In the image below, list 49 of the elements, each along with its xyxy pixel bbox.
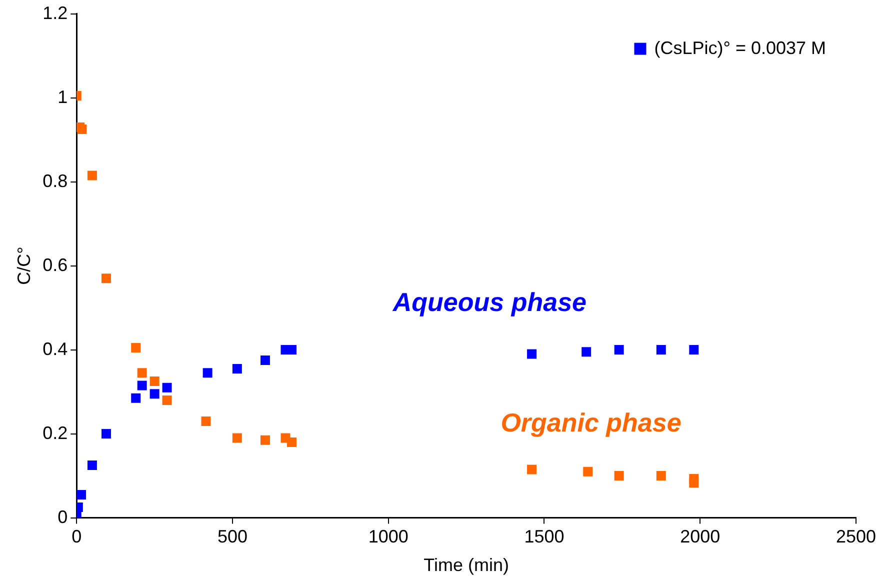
point — [202, 368, 212, 378]
point — [150, 389, 160, 399]
x-tick-label: 1500 — [524, 526, 564, 547]
point — [101, 274, 111, 284]
point — [76, 490, 86, 500]
legend-label: (CsLPic)° = 0.0037 M — [654, 38, 826, 58]
point — [286, 437, 296, 447]
annotation: Aqueous phase — [392, 286, 586, 317]
x-tick-label: 1000 — [368, 526, 408, 547]
x-axis-title: Time (min) — [424, 555, 509, 576]
point — [101, 429, 111, 439]
x-tick-label: 500 — [217, 526, 248, 547]
point — [260, 435, 270, 445]
point — [527, 349, 537, 359]
y-tick-label: 1 — [58, 86, 68, 107]
point — [583, 466, 593, 476]
point — [614, 471, 624, 481]
y-tick-label: 0.2 — [42, 422, 68, 443]
x-tick-label: 2500 — [836, 526, 876, 547]
y-tick-label: 1.2 — [42, 2, 68, 23]
point — [232, 364, 242, 374]
y-tick-label: 0.6 — [42, 254, 68, 275]
point — [131, 393, 141, 403]
y-axis-title: C/C° — [14, 246, 34, 285]
point — [201, 416, 211, 426]
point — [527, 464, 537, 474]
point — [137, 380, 147, 390]
point — [131, 342, 141, 352]
point — [137, 368, 147, 378]
point — [689, 345, 699, 355]
annotation: Organic phase — [500, 408, 682, 438]
point — [656, 471, 666, 481]
point — [87, 460, 97, 470]
point — [232, 433, 242, 443]
x-tick-label: 2000 — [680, 526, 720, 547]
point — [150, 376, 160, 386]
point — [77, 124, 87, 134]
y-tick-label: 0.4 — [42, 338, 68, 359]
point — [87, 170, 97, 180]
point — [614, 345, 624, 355]
point — [582, 347, 592, 357]
y-tick-label: 0 — [58, 506, 68, 527]
point — [162, 395, 172, 405]
point — [656, 345, 666, 355]
x-tick-label: 0 — [72, 526, 82, 547]
point — [260, 356, 270, 366]
point — [689, 478, 699, 488]
point — [162, 382, 172, 392]
y-tick-label: 0.8 — [42, 170, 68, 191]
